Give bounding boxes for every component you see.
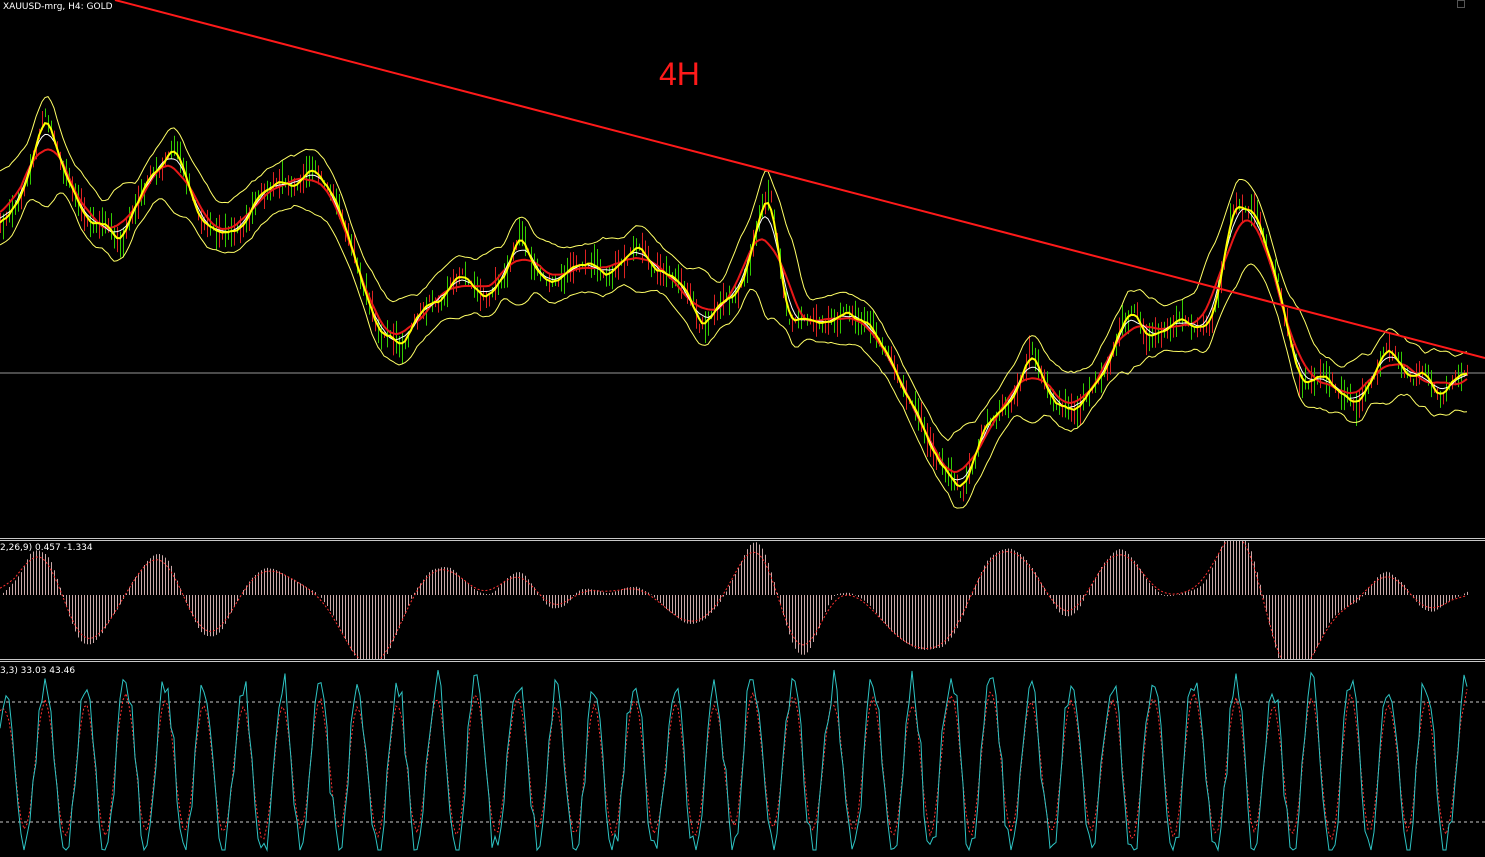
annotation-4h: 4H (659, 56, 700, 92)
stochastic-label: 3,3) 33.03 43.46 (0, 666, 76, 676)
mid-moving-average (0, 133, 1468, 481)
pane-separator[interactable] (0, 538, 1485, 539)
stoch-main-line (0, 669, 1468, 852)
price-chart[interactable] (0, 0, 1485, 538)
stochastic-pane[interactable]: 3,3) 33.03 43.46 (0, 662, 1485, 857)
macd-label: 2,26,9) 0.457 -1.334 (0, 543, 93, 553)
pane-separator[interactable] (0, 540, 1485, 541)
window-corner-icon (1457, 0, 1465, 8)
lower-envelope (0, 192, 1468, 509)
chart-header: XAUUSD-mrg, H4: GOLD (3, 2, 113, 12)
price-bars (0, 108, 1468, 502)
stochastic-chart[interactable] (0, 662, 1485, 857)
macd-chart[interactable] (0, 541, 1485, 659)
stoch-signal-line (0, 689, 1468, 841)
slow-moving-average (0, 148, 1468, 474)
macd-signal-line (0, 541, 1468, 659)
fast-moving-average (0, 122, 1468, 488)
price-chart-pane[interactable]: XAUUSD-mrg, H4: GOLD 4H (0, 0, 1485, 538)
trendline (114, 0, 1485, 359)
macd-pane[interactable]: 2,26,9) 0.457 -1.334 (0, 541, 1485, 659)
upper-envelope (0, 96, 1468, 442)
pane-separator[interactable] (0, 661, 1485, 662)
macd-histogram (3, 541, 1468, 659)
pane-separator[interactable] (0, 659, 1485, 660)
